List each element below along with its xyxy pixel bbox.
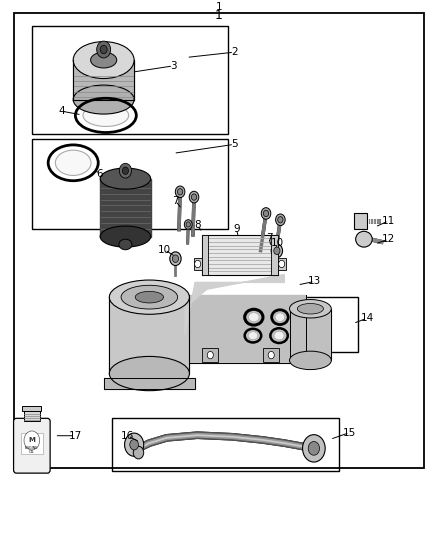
Bar: [194, 257, 201, 270]
Polygon shape: [189, 295, 306, 363]
Circle shape: [279, 260, 285, 268]
Polygon shape: [73, 60, 134, 100]
Circle shape: [191, 194, 197, 200]
Circle shape: [24, 431, 40, 450]
Text: ENGINE
OIL: ENGINE OIL: [25, 446, 39, 454]
Ellipse shape: [73, 42, 134, 78]
Text: 1: 1: [215, 2, 223, 12]
Circle shape: [173, 255, 179, 262]
Circle shape: [303, 435, 325, 462]
Ellipse shape: [274, 332, 284, 340]
Text: 2: 2: [231, 47, 237, 57]
Ellipse shape: [290, 300, 331, 318]
Text: 4: 4: [58, 106, 65, 116]
Circle shape: [100, 45, 107, 54]
Bar: [202, 348, 218, 362]
Ellipse shape: [248, 312, 259, 322]
Bar: [113, 418, 339, 471]
Text: 7: 7: [172, 196, 179, 206]
Circle shape: [184, 220, 192, 229]
Circle shape: [186, 222, 191, 227]
Circle shape: [122, 167, 128, 174]
Circle shape: [308, 441, 320, 455]
Circle shape: [189, 191, 199, 203]
Circle shape: [276, 214, 285, 225]
Bar: [21, 433, 43, 454]
Ellipse shape: [55, 150, 91, 175]
Ellipse shape: [73, 85, 134, 114]
Bar: [263, 348, 279, 362]
Circle shape: [278, 216, 283, 223]
Circle shape: [175, 186, 185, 198]
Ellipse shape: [110, 280, 189, 314]
Ellipse shape: [297, 303, 323, 314]
Ellipse shape: [100, 226, 151, 247]
Ellipse shape: [275, 313, 285, 321]
Circle shape: [194, 260, 201, 268]
Circle shape: [170, 252, 181, 265]
Text: 13: 13: [308, 276, 321, 286]
Bar: [201, 235, 278, 274]
Circle shape: [274, 247, 280, 255]
Polygon shape: [100, 179, 151, 237]
Text: 1: 1: [215, 9, 223, 22]
Bar: [228, 297, 358, 352]
Text: 11: 11: [382, 216, 396, 226]
Circle shape: [133, 446, 144, 459]
Text: 7: 7: [266, 232, 272, 243]
Circle shape: [124, 433, 144, 456]
Polygon shape: [290, 309, 331, 360]
Text: 8: 8: [194, 220, 201, 230]
Ellipse shape: [83, 104, 129, 126]
Ellipse shape: [121, 285, 178, 309]
Circle shape: [207, 351, 213, 359]
Ellipse shape: [248, 332, 258, 340]
Circle shape: [119, 163, 131, 178]
Text: 15: 15: [343, 427, 356, 438]
Text: 6: 6: [96, 169, 102, 180]
Ellipse shape: [100, 168, 151, 189]
Ellipse shape: [356, 231, 372, 247]
Polygon shape: [185, 274, 284, 334]
Bar: [24, 411, 40, 422]
Circle shape: [263, 211, 268, 216]
Text: 16: 16: [121, 431, 134, 441]
Text: 12: 12: [382, 234, 396, 244]
Text: 14: 14: [360, 313, 374, 323]
Ellipse shape: [290, 351, 331, 369]
Bar: [201, 235, 208, 274]
Ellipse shape: [110, 357, 189, 391]
Circle shape: [130, 439, 138, 450]
Circle shape: [268, 351, 274, 359]
Text: 17: 17: [69, 431, 82, 441]
Polygon shape: [104, 378, 195, 390]
Bar: [271, 235, 278, 274]
Bar: [22, 406, 42, 411]
Text: M: M: [28, 438, 35, 443]
Circle shape: [97, 41, 111, 58]
Bar: [32, 139, 228, 229]
Text: 3: 3: [170, 61, 177, 71]
Ellipse shape: [119, 239, 132, 250]
Text: 9: 9: [233, 224, 240, 234]
Circle shape: [261, 208, 271, 219]
Text: 10: 10: [271, 238, 284, 248]
Bar: [278, 257, 286, 270]
Ellipse shape: [91, 52, 117, 68]
Ellipse shape: [135, 292, 163, 303]
Bar: [32, 26, 228, 134]
Text: 5: 5: [231, 139, 237, 149]
Circle shape: [271, 244, 283, 257]
Bar: [354, 213, 367, 229]
Bar: [14, 13, 424, 469]
Text: 10: 10: [158, 245, 171, 255]
Polygon shape: [110, 297, 189, 374]
Circle shape: [177, 189, 183, 195]
FancyBboxPatch shape: [14, 418, 50, 473]
